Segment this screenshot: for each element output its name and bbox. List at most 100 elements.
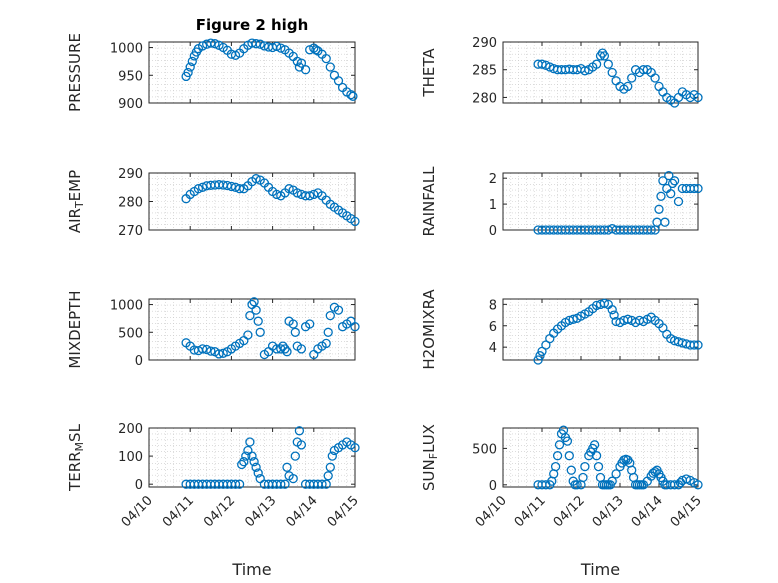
- axes-box: [502, 298, 699, 361]
- y-axis-label: SUNFLUX: [420, 424, 440, 491]
- data-point: [327, 451, 337, 461]
- y-tick-label: 950: [118, 69, 143, 84]
- data-point: [664, 170, 674, 181]
- y-tick-label: 290: [118, 167, 143, 182]
- data-point: [693, 480, 703, 490]
- y-tick-label: 500: [118, 326, 143, 341]
- data-point: [311, 45, 321, 55]
- data-point: [562, 436, 573, 446]
- data-point: [595, 51, 606, 61]
- subplot-h2omixra: 4 6 8 H2OMIXRA: [420, 289, 703, 370]
- x-tick-label: 04/11: [160, 493, 197, 530]
- data-point: [206, 38, 216, 48]
- data-point: [658, 87, 668, 97]
- data-point: [566, 465, 576, 475]
- data-point: [593, 461, 604, 472]
- y-tick-label: 1000: [110, 299, 143, 314]
- y-tick-label: 1000: [110, 42, 143, 57]
- data-point: [251, 462, 261, 472]
- x-axis-label: Time: [580, 560, 620, 579]
- data-point: [689, 340, 699, 350]
- y-tick-label: 500: [472, 442, 497, 457]
- y-tick-label: 8: [489, 298, 497, 313]
- data-point: [253, 468, 263, 478]
- data-point: [654, 81, 664, 92]
- subplot-sun-flux: 0 500 04/10 04/11 04/12 04/13 04/14 04/15 SUNFLU…: [420, 424, 705, 579]
- data-point: [214, 349, 224, 359]
- data-point: [241, 451, 251, 461]
- data-point: [580, 66, 590, 76]
- data-point: [243, 330, 253, 340]
- y-axis-label: H2OMIXRA: [420, 289, 438, 370]
- data-point: [202, 344, 212, 355]
- subplot-rainfall: 0 1 2 RAINFALL: [420, 166, 703, 239]
- x-tick-label: 04/13: [590, 493, 627, 530]
- data-point: [218, 348, 228, 358]
- x-tick-label: 04/10: [473, 493, 510, 530]
- data-point: [325, 62, 335, 72]
- y-axis-label: PRESSURE: [66, 33, 84, 112]
- axes-box: [148, 172, 356, 231]
- axes-box: [148, 298, 356, 361]
- data-point: [251, 174, 261, 184]
- data-point: [646, 225, 656, 235]
- y-tick-label: 2: [489, 172, 497, 187]
- x-axis-label: Time: [231, 560, 271, 579]
- x-tick-label: 04/14: [629, 493, 666, 530]
- data-point: [197, 344, 208, 354]
- data-point: [333, 76, 344, 86]
- data-point: [693, 340, 703, 350]
- data-point: [535, 351, 545, 361]
- data-point: [681, 474, 691, 484]
- y-axis-label: AIRTEMP: [66, 170, 86, 233]
- data-point: [288, 473, 298, 484]
- data-point: [591, 451, 602, 461]
- data-point: [282, 347, 292, 357]
- data-point: [329, 70, 340, 80]
- data-point: [284, 184, 294, 194]
- figure-title: Figure 2 high: [196, 16, 309, 34]
- subplot-pressure: 900 950 1000 PRESSURE: [66, 33, 358, 112]
- data-point: [197, 182, 208, 192]
- data-point: [693, 183, 703, 194]
- data-point: [321, 338, 331, 349]
- data-point: [623, 81, 633, 92]
- data-point: [599, 51, 610, 61]
- data-point: [300, 65, 311, 75]
- data-point: [230, 479, 241, 489]
- data-point: [652, 217, 662, 227]
- data-point: [667, 178, 678, 189]
- subplot-theta: 280 285 290 THETA: [420, 36, 703, 108]
- data-point: [597, 48, 608, 58]
- data-point: [292, 56, 302, 67]
- data-point: [611, 469, 621, 479]
- subplot-air-temp: 270 280 290 AIRTEMP: [66, 167, 360, 239]
- data-point: [673, 196, 684, 207]
- data-point: [251, 305, 261, 315]
- data-point: [550, 461, 561, 472]
- data-point: [591, 59, 602, 69]
- x-tick-label: 04/12: [201, 493, 238, 530]
- data-point: [607, 67, 617, 78]
- data-point: [623, 314, 633, 324]
- y-tick-label: 200: [118, 422, 143, 437]
- data-point: [249, 457, 259, 467]
- data-point: [607, 305, 617, 315]
- x-tick-label: 04/10: [119, 493, 156, 530]
- data-point: [599, 298, 610, 308]
- y-tick-label: 285: [472, 64, 497, 79]
- data-point: [206, 346, 216, 356]
- data-point: [350, 216, 360, 227]
- data-point: [564, 451, 574, 461]
- data-point: [533, 355, 543, 365]
- data-point: [325, 462, 335, 472]
- axes-box: [502, 41, 699, 104]
- data-point: [282, 462, 292, 472]
- data-point: [578, 472, 588, 483]
- data-point: [650, 73, 660, 83]
- data-point: [288, 319, 298, 329]
- data-point: [296, 440, 307, 450]
- data-point: [245, 310, 255, 321]
- y-tick-label: 0: [135, 478, 143, 493]
